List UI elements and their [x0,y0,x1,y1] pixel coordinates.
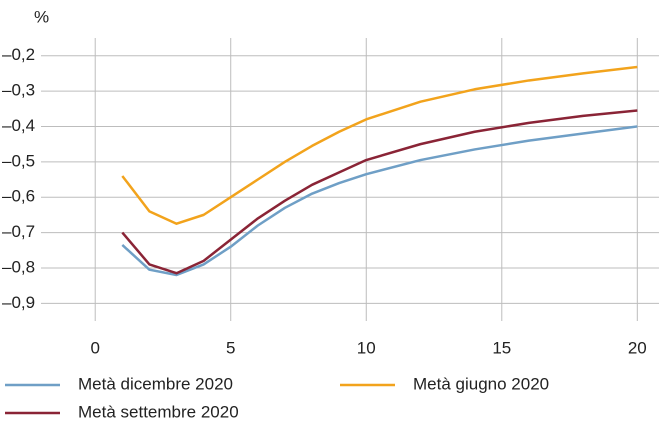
legend-label: Metà settembre 2020 [78,402,239,421]
y-tick-label: –0,3 [2,81,35,100]
x-tick-label: 0 [90,338,99,357]
y-tick-label: –0,4 [2,116,35,135]
series-line [121,65,638,225]
series-line [121,109,638,275]
y-tick-label: –0,2 [2,45,35,64]
y-tick-label: –0,5 [2,151,35,170]
y-tick-label: –0,7 [2,222,35,241]
y-tick-label: –0,6 [2,187,35,206]
x-tick-label: 15 [492,338,511,357]
legend-label: Metà giugno 2020 [413,374,549,393]
series-line [121,125,638,277]
x-tick-label: 20 [628,338,647,357]
x-tick-label: 5 [226,338,235,357]
y-axis-label: % [34,7,49,26]
y-tick-label: –0,8 [2,257,35,276]
y-tick-label: –0,9 [2,293,35,312]
x-tick-label: 10 [357,338,376,357]
legend-label: Metà dicembre 2020 [78,374,233,393]
